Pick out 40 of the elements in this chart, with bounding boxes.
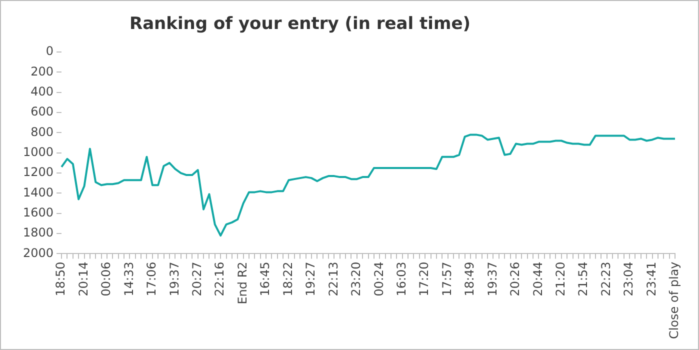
y-tick-label: 200 bbox=[30, 64, 54, 78]
x-tick-label: 18:22 bbox=[280, 262, 295, 296]
x-tick-label: 00:06 bbox=[99, 262, 114, 296]
x-tick-label: 17:57 bbox=[440, 262, 454, 296]
x-tick-label: 23:04 bbox=[622, 262, 636, 296]
y-tick-label: 400 bbox=[30, 84, 54, 98]
x-tick-label: 17:06 bbox=[144, 262, 159, 296]
x-tick-label: 19:27 bbox=[304, 262, 318, 296]
y-tick-label: 800 bbox=[30, 124, 54, 139]
x-tick-label: End R2 bbox=[235, 262, 250, 304]
x-tick-label: 22:23 bbox=[598, 262, 613, 296]
chart-title: Ranking of your entry (in real time) bbox=[128, 14, 472, 34]
y-tick-label: 1000 bbox=[22, 144, 54, 159]
y-tick-label: 600 bbox=[30, 104, 54, 119]
y-tick-label: 0 bbox=[46, 44, 54, 58]
x-tick-label: 21:20 bbox=[554, 262, 568, 296]
x-tick-label: 23:41 bbox=[644, 262, 658, 296]
x-tick-label: Close of play bbox=[667, 262, 682, 340]
x-tick-label: 16:03 bbox=[394, 262, 408, 296]
y-tick-label: 1200 bbox=[22, 165, 54, 180]
x-tick-label: 22:16 bbox=[212, 262, 227, 296]
y-tick-label: 1400 bbox=[22, 185, 54, 200]
y-tick-label: 1600 bbox=[22, 205, 54, 220]
x-tick-label: 18:50 bbox=[54, 262, 68, 296]
x-tick-label: 21:54 bbox=[576, 262, 590, 296]
y-tick-label: 2000 bbox=[22, 246, 54, 260]
x-tick-label: 20:14 bbox=[76, 262, 90, 296]
x-tick-label: 14:33 bbox=[122, 262, 136, 296]
x-tick-label: 00:24 bbox=[372, 262, 386, 296]
y-tick-label: 1800 bbox=[22, 226, 54, 240]
x-tick-label: 17:20 bbox=[417, 262, 432, 296]
x-tick-label: 19:37 bbox=[167, 262, 182, 296]
x-tick-label: 19:37 bbox=[485, 262, 500, 296]
x-tick-label: 18:49 bbox=[462, 262, 477, 296]
x-tick-label: 20:44 bbox=[530, 262, 545, 296]
x-tick-label: 20:26 bbox=[508, 262, 522, 296]
x-tick-label: 20:27 bbox=[190, 262, 204, 296]
x-tick-label: 23:20 bbox=[349, 262, 364, 296]
x-tick-label: 16:45 bbox=[258, 262, 272, 296]
x-tick-label: 22:13 bbox=[326, 262, 340, 296]
